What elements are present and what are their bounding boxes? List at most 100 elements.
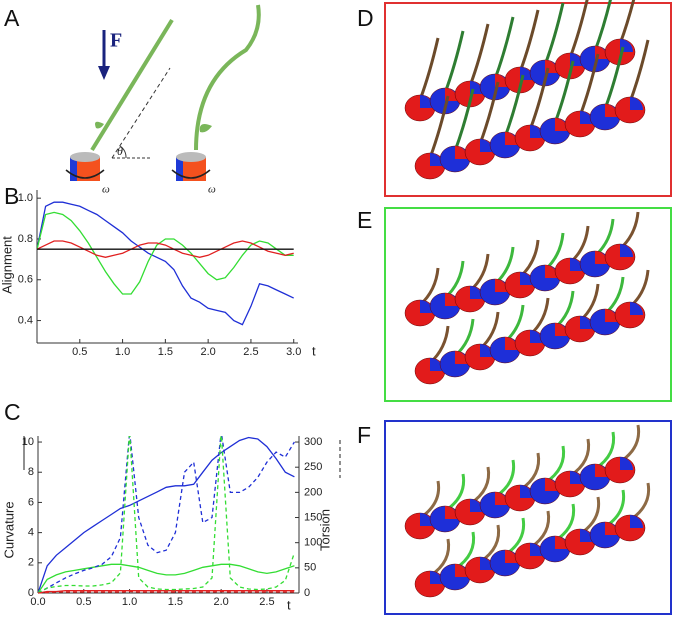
x-axis-label: t <box>312 343 316 358</box>
disk-face <box>605 309 618 322</box>
panel-frame <box>384 2 672 197</box>
y-tick-label: 8 <box>28 466 34 478</box>
stalk <box>518 9 540 73</box>
y2-tick-label: 250 <box>304 461 322 473</box>
disk-face <box>480 344 493 357</box>
stalk <box>619 424 641 464</box>
series-line <box>37 201 294 326</box>
disk-face <box>570 258 583 271</box>
disk-face <box>495 279 508 292</box>
disk-face <box>520 272 533 285</box>
disk-face <box>520 485 533 498</box>
disk-face <box>620 244 633 257</box>
disk-face <box>470 499 483 512</box>
disk-face <box>505 550 518 563</box>
disk-face <box>420 513 433 526</box>
disk-face <box>630 302 643 315</box>
y2-tick-label: 200 <box>304 486 322 498</box>
disk-face <box>580 111 593 124</box>
panel-label: C <box>4 399 21 425</box>
y-tick-label: 2 <box>28 557 34 569</box>
disk-face <box>555 118 568 131</box>
stalk <box>493 16 515 80</box>
y-tick-label: 4 <box>28 527 34 539</box>
x-tick-label: 2.0 <box>214 596 229 608</box>
disk-face <box>545 265 558 278</box>
stalk <box>618 0 636 45</box>
disk-face <box>430 358 443 371</box>
disk-face <box>630 515 643 528</box>
disk-face <box>420 300 433 313</box>
disk-face <box>605 522 618 535</box>
stalk <box>629 482 651 522</box>
disk-face <box>455 564 468 577</box>
x-tick-label: 1.5 <box>168 596 183 608</box>
series-line <box>38 436 295 594</box>
disk-face <box>480 139 493 152</box>
panel-label: E <box>357 207 372 233</box>
rotation-label: ω <box>102 184 110 196</box>
disk-face <box>455 146 468 159</box>
series-line <box>38 436 296 594</box>
helix-illustrations <box>404 0 651 598</box>
panel-label: D <box>357 5 374 31</box>
y2-tick-label: 50 <box>304 562 316 574</box>
panel-label: F <box>357 422 371 448</box>
x-tick-label: 2.0 <box>200 346 215 358</box>
panel-label: A <box>4 5 20 31</box>
disk-face <box>530 125 543 138</box>
illustration-a <box>65 4 261 181</box>
disk-face <box>470 286 483 299</box>
disk-face <box>580 529 593 542</box>
x-tick-label: 2.5 <box>259 596 274 608</box>
series-line <box>37 240 294 258</box>
x-tick-label: 1.0 <box>122 596 137 608</box>
x-tick-label: 0.5 <box>76 596 91 608</box>
x-tick-label: 0.0 <box>30 596 45 608</box>
x-tick-label: 2.5 <box>243 346 258 358</box>
y-tick-label: 10 <box>22 436 34 448</box>
stalk <box>543 2 565 66</box>
stalk <box>418 37 440 101</box>
disk-face <box>530 330 543 343</box>
x-tick-label: 1.5 <box>158 346 173 358</box>
disk-face <box>505 337 518 350</box>
stalk <box>468 23 490 87</box>
panel-label: B <box>4 183 19 209</box>
y-tick-label: 6 <box>28 496 34 508</box>
disk-face <box>430 571 443 584</box>
series-line <box>38 436 295 594</box>
disk-face <box>630 97 643 110</box>
y2-tick-label: 100 <box>304 537 322 549</box>
disk-face <box>530 543 543 556</box>
disk-face <box>455 351 468 364</box>
disk-face <box>580 316 593 329</box>
y-tick-label: 0.4 <box>18 314 33 326</box>
series-line <box>38 590 295 594</box>
y-axis-label: Curvature <box>1 501 16 558</box>
x-tick-label: 1.0 <box>115 346 130 358</box>
disk-face <box>545 478 558 491</box>
y-tick-label: 1.0 <box>18 192 33 204</box>
series-line <box>37 211 294 295</box>
y2-tick-label: 300 <box>304 436 322 448</box>
rotation-label: ω <box>208 184 216 196</box>
disk-face <box>620 457 633 470</box>
y-tick-label: 0 <box>28 587 34 599</box>
disk-face <box>595 251 608 264</box>
disk-face <box>420 95 433 108</box>
disk-face <box>595 464 608 477</box>
series-line <box>38 590 295 594</box>
x-tick-label: 0.5 <box>72 346 87 358</box>
disk-face <box>605 104 618 117</box>
disk-face <box>555 536 568 549</box>
panel-frame <box>384 420 672 615</box>
stalk <box>628 269 650 309</box>
x-tick-label: 3.0 <box>286 346 301 358</box>
stalk <box>443 30 465 94</box>
series-line <box>38 563 295 594</box>
disk-face <box>480 557 493 570</box>
disk-face <box>430 153 443 166</box>
force-label: F <box>110 30 122 52</box>
